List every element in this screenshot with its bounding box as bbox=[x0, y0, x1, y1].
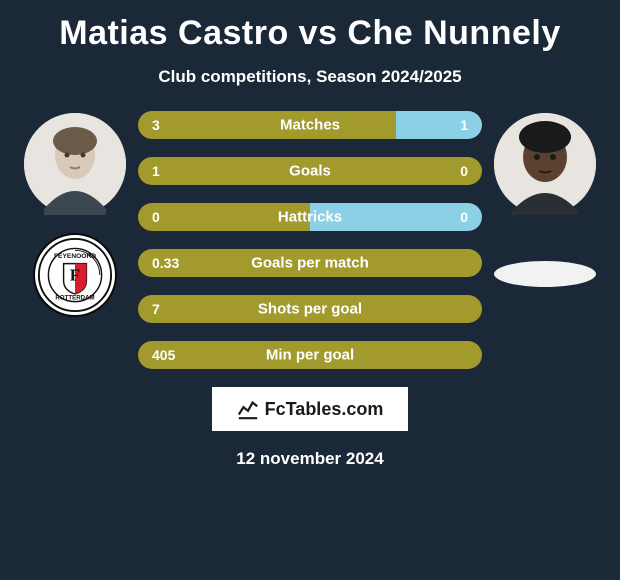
stat-label: Matches bbox=[280, 117, 340, 134]
player-left-avatar bbox=[24, 113, 126, 215]
feyenoord-crest-icon: FEYENOORD ROTTERDAM F bbox=[33, 233, 117, 317]
stat-bar: 0.33 Goals per match bbox=[138, 249, 482, 277]
avatar-placeholder-icon bbox=[494, 113, 596, 215]
stat-label: Hattricks bbox=[278, 209, 342, 226]
right-player-column bbox=[490, 111, 600, 287]
stat-left-value: 3 bbox=[152, 117, 160, 133]
stat-bar: 7 Shots per goal bbox=[138, 295, 482, 323]
stat-left-value: 1 bbox=[152, 163, 160, 179]
stat-right-value: 0 bbox=[460, 209, 468, 225]
stat-left-value: 0 bbox=[152, 209, 160, 225]
stat-left-value: 7 bbox=[152, 301, 160, 317]
chart-icon bbox=[237, 398, 259, 420]
player-right-avatar bbox=[494, 113, 596, 215]
brand-label: FcTables.com bbox=[265, 399, 384, 420]
stat-label: Goals per match bbox=[251, 255, 369, 272]
stat-bar: 405 Min per goal bbox=[138, 341, 482, 369]
stat-label: Min per goal bbox=[266, 347, 354, 364]
brand-box: FcTables.com bbox=[212, 387, 408, 431]
subtitle: Club competitions, Season 2024/2025 bbox=[158, 67, 461, 87]
content-row: FEYENOORD ROTTERDAM F 31Matches10Goals00… bbox=[8, 111, 612, 369]
player-right-club-badge bbox=[494, 261, 596, 287]
player-left-club-badge: FEYENOORD ROTTERDAM F bbox=[33, 233, 117, 317]
avatar-placeholder-icon bbox=[24, 113, 126, 215]
date-label: 12 november 2024 bbox=[236, 449, 383, 469]
svg-text:FEYENOORD: FEYENOORD bbox=[54, 253, 96, 260]
stat-bar: 0 0 Hattricks bbox=[138, 203, 482, 231]
stat-bar: 1 0 Goals bbox=[138, 157, 482, 185]
svg-text:F: F bbox=[70, 266, 80, 285]
stat-bars: 3 1 Matches 1 0 Goals 0 0 Hattricks 0.33 Goals per… bbox=[130, 111, 490, 369]
stat-label: Goals bbox=[289, 163, 331, 180]
stat-right-value: 1 bbox=[460, 117, 468, 133]
stat-label: Shots per goal bbox=[258, 301, 362, 318]
stat-left-value: 0.33 bbox=[152, 255, 179, 271]
comparison-card: Matias Castro vs Che Nunnely Club compet… bbox=[0, 0, 620, 580]
svg-text:ROTTERDAM: ROTTERDAM bbox=[55, 295, 94, 302]
left-player-column: FEYENOORD ROTTERDAM F bbox=[20, 111, 130, 317]
stat-right-value: 0 bbox=[460, 163, 468, 179]
stat-left-value: 405 bbox=[152, 347, 175, 363]
page-title: Matias Castro vs Che Nunnely bbox=[59, 14, 560, 53]
stat-bar: 3 1 Matches bbox=[138, 111, 482, 139]
